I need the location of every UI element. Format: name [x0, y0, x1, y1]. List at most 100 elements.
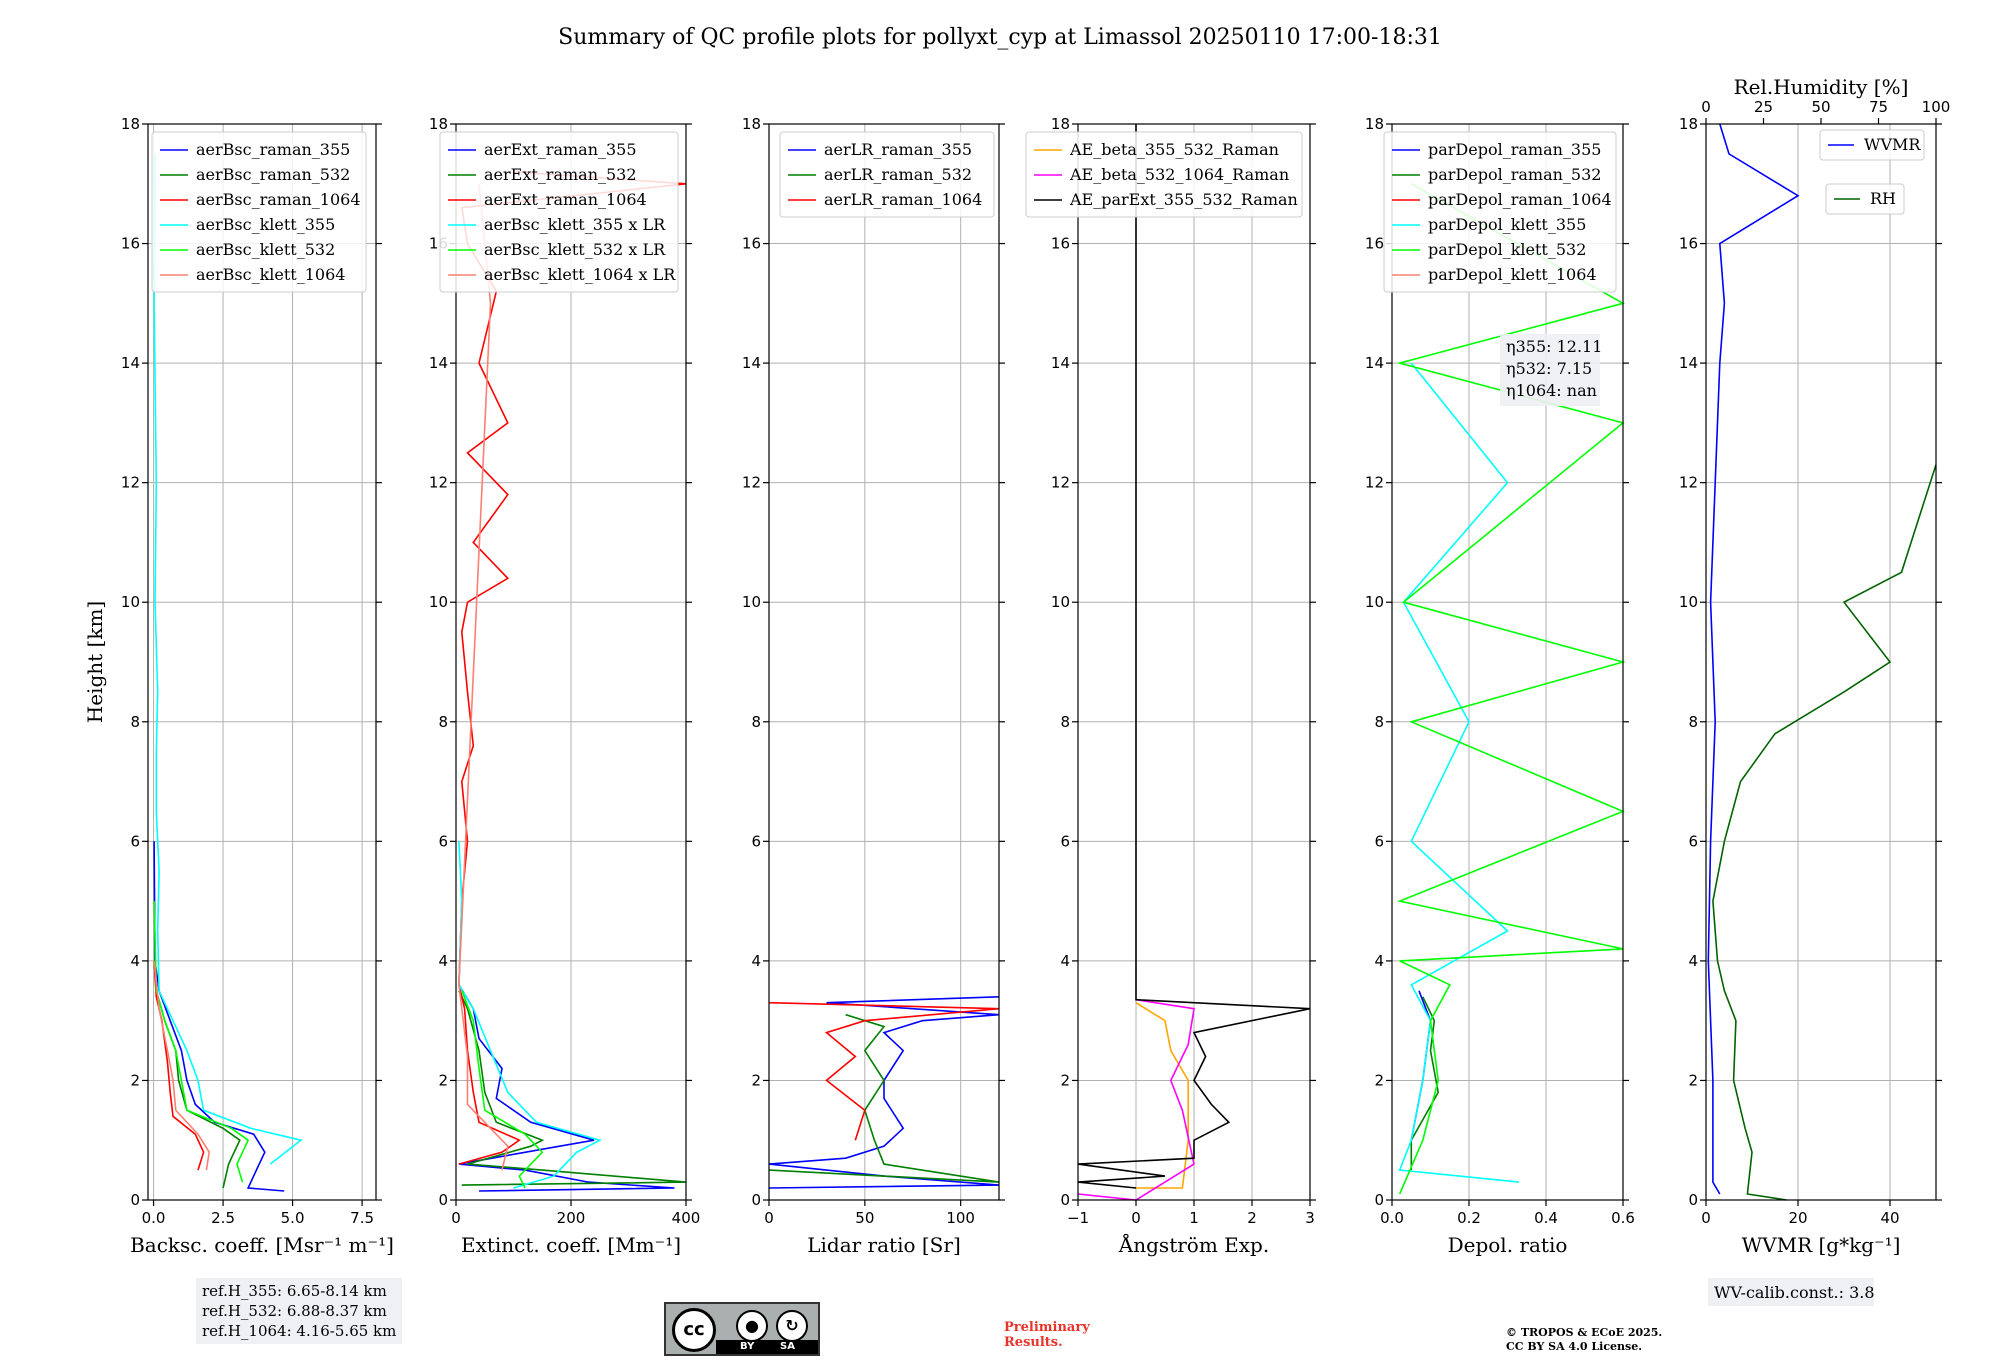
y-tick-label: 12: [1365, 474, 1384, 492]
y-tick-label: 4: [1374, 952, 1384, 970]
ref-height-355: ref.H_355: 6.65-8.14 km: [202, 1282, 387, 1300]
y-tick-label: 12: [121, 474, 140, 492]
x-axis-label: WVMR [g*kg⁻¹]: [1742, 1233, 1901, 1257]
series-line-aerbsc-raman-532: [153, 960, 241, 1189]
x-tick-label: 0.4: [1534, 1209, 1558, 1227]
preliminary-line-1: Preliminary: [1004, 1320, 1090, 1335]
series-line-aerlr-raman-355: [768, 996, 1000, 1189]
y-tick-label: 2: [751, 1071, 761, 1089]
x-axis-label: Extinct. coeff. [Mm⁻¹]: [461, 1233, 681, 1257]
y-tick-label: 18: [742, 115, 761, 133]
wv-calib-box: [1708, 1278, 1874, 1306]
y-tick-label: 16: [1679, 235, 1698, 253]
y-tick-label: 0: [1374, 1191, 1384, 1209]
cc-logo: cc: [672, 1308, 716, 1352]
y-tick-label: 4: [130, 952, 140, 970]
top-tick-label: 75: [1869, 98, 1888, 116]
y-tick-label: 6: [1688, 832, 1698, 850]
legend-entry: RH: [1870, 189, 1896, 208]
legend-entry: aerBsc_klett_532: [196, 240, 335, 259]
cc-license-badge: cc ● ↻ BY SA: [664, 1302, 820, 1356]
legend-box: [1025, 131, 1303, 218]
y-tick-label: 0: [438, 1191, 448, 1209]
plot-frame: [1391, 123, 1624, 1201]
legend-entry: aerBsc_klett_532 x LR: [484, 240, 666, 259]
y-tick-label: 8: [438, 713, 448, 731]
x-tick-label: 5.0: [281, 1209, 305, 1227]
y-tick-label: 16: [1365, 235, 1384, 253]
plot-frame: [768, 123, 1000, 1201]
x-tick-label: 0.6: [1611, 1209, 1635, 1227]
x-tick-label: 0: [1131, 1209, 1141, 1227]
eta-annotation: η532: 7.15: [1506, 359, 1592, 378]
y-tick-label: 6: [1374, 832, 1384, 850]
top-tick-label: 100: [1922, 98, 1951, 116]
y-tick-label: 2: [1688, 1071, 1698, 1089]
y-tick-label: 14: [1365, 354, 1384, 372]
plot-frame: [147, 123, 377, 1201]
ref-height-532: ref.H_532: 6.88-8.37 km: [202, 1302, 387, 1320]
ref-height-1064: ref.H_1064: 4.16-5.65 km: [202, 1322, 397, 1340]
series-line-aerbsc-klett-532: [153, 901, 250, 1183]
x-axis-label: Ångström Exp.: [1118, 1232, 1269, 1257]
x-tick-label: 20: [1788, 1209, 1807, 1227]
legend-entry: aerExt_raman_532: [484, 165, 637, 184]
legend-entry: aerBsc_klett_355: [196, 215, 335, 234]
legend-entry: parDepol_raman_532: [1428, 165, 1601, 184]
y-tick-label: 18: [121, 115, 140, 133]
legend-box: [151, 131, 367, 293]
wv-calib-const: WV-calib.const.: 3.8: [1714, 1283, 1875, 1302]
top-tick-label: 25: [1754, 98, 1773, 116]
legend-entry: aerLR_raman_1064: [824, 190, 982, 209]
top-axis-label: Rel.Humidity [%]: [1734, 75, 1909, 99]
y-tick-label: 4: [1060, 952, 1070, 970]
y-tick-label: 6: [1060, 832, 1070, 850]
legend-entry: aerLR_raman_355: [824, 140, 972, 159]
eta-annotation: η1064: nan: [1506, 381, 1597, 400]
y-tick-label: 18: [1051, 115, 1070, 133]
series-line-pardepol-klett-355: [1398, 362, 1520, 1183]
legend-entry: parDepol_klett_355: [1428, 215, 1586, 234]
top-tick-label: 50: [1811, 98, 1830, 116]
y-tick-label: 14: [121, 354, 140, 372]
y-tick-label: 18: [1365, 115, 1384, 133]
y-tick-label: 10: [1051, 593, 1070, 611]
copyright-line-2: CC BY SA 4.0 License.: [1506, 1340, 1643, 1353]
y-tick-label: 2: [1060, 1071, 1070, 1089]
series-line-wvmr: [1707, 123, 1800, 1195]
legend-box: [779, 131, 995, 218]
y-tick-label: 12: [1679, 474, 1698, 492]
legend-entry: AE_parExt_355_532_Raman: [1069, 190, 1298, 209]
panel-1: 0 2 4 6 8 10 12 14 16 18 0.0 2.5 5.0 7.5 Backsc. coeff…: [83, 115, 394, 1257]
series-line-aerbsc-klett-1064: [153, 960, 211, 1171]
series-line-aerext-raman-355: [458, 984, 675, 1192]
series-line-ae-beta-532-1064-raman: [1077, 998, 1195, 1201]
y-tick-label: 16: [121, 235, 140, 253]
legend-entry: aerBsc_raman_355: [196, 140, 350, 159]
x-tick-label: 2.5: [211, 1209, 235, 1227]
legend-entry: AE_beta_532_1064_Raman: [1069, 165, 1289, 184]
legend-box: [439, 131, 679, 293]
copyright-note: © TROPOS & ECoE 2025. CC BY SA 4.0 Licen…: [1506, 1326, 1662, 1354]
sa-label: SA: [780, 1341, 795, 1352]
eta-annotation: η355: 12.11: [1506, 337, 1602, 356]
legend-entry: parDepol_raman_355: [1428, 140, 1601, 159]
y-tick-label: 0: [751, 1191, 761, 1209]
x-tick-label: 0.2: [1457, 1209, 1481, 1227]
y-tick-label: 6: [130, 832, 140, 850]
y-tick-label: 8: [1060, 713, 1070, 731]
legend-entry: AE_beta_355_532_Raman: [1069, 140, 1279, 159]
reference-height-box: ref.H_355: 6.65-8.14 km ref.H_532: 6.88-…: [196, 1278, 403, 1344]
y-tick-label: 10: [742, 593, 761, 611]
y-tick-label: 10: [1365, 593, 1384, 611]
y-tick-label: 0: [1060, 1191, 1070, 1209]
panel-5: 0 2 4 6 8 10 12 14 16 18 0.0 0.2 0.4 0.6 Depol. ratio p…: [1365, 115, 1635, 1257]
legend-entry: aerBsc_klett_1064: [196, 265, 345, 284]
y-tick-label: 10: [121, 593, 140, 611]
by-label: BY: [740, 1341, 755, 1352]
